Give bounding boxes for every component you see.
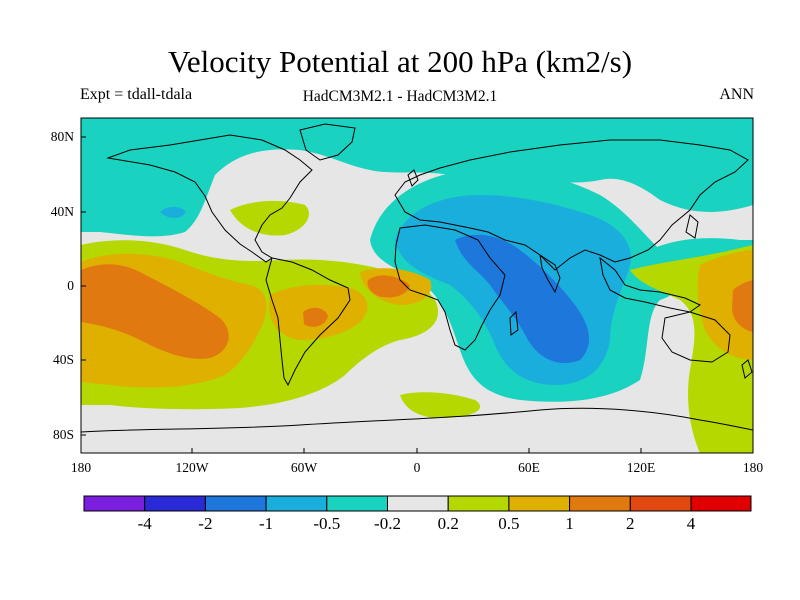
positive-region-north-atlantic	[230, 200, 309, 236]
x-tick-label: 60W	[290, 460, 318, 475]
negative-region-south-pacific	[81, 418, 420, 453]
x-tick-label: 0	[413, 460, 421, 475]
y-tick-label: 0	[67, 278, 74, 293]
colorbar-label: -1	[259, 514, 274, 533]
coast-south-america	[265, 257, 351, 387]
coastlines	[81, 123, 753, 433]
colorbar-label: 4	[686, 514, 696, 533]
x-tick-label: 180	[742, 460, 764, 475]
coast-madagascar	[509, 310, 519, 336]
coast-australia	[661, 311, 731, 363]
positive-strong-south-pacific	[81, 264, 229, 359]
colorbar-bin	[326, 495, 388, 512]
x-tick-label: 60E	[518, 460, 540, 475]
model-label: HadCM3M2.1 - HadCM3M2.1	[302, 88, 498, 105]
colorbar-bin	[629, 495, 692, 512]
coast-europe-asia	[394, 139, 749, 271]
coast-uk	[407, 169, 419, 187]
y-tick-label: 80N	[50, 129, 74, 144]
y-tick-label: 40S	[52, 352, 74, 367]
y-tick-label: 40N	[50, 204, 74, 219]
colorbar-label: 2	[626, 514, 635, 533]
season-label: ANN	[719, 86, 754, 103]
coast-new-zealand	[741, 359, 753, 379]
x-tick-label: 120W	[175, 460, 209, 475]
negative-mid-atlantic	[160, 206, 186, 218]
colorbar-label: 1	[565, 514, 574, 533]
colorbar-bin	[569, 495, 631, 512]
colorbar-label: -0.5	[313, 514, 341, 533]
colorbar-label: -0.2	[374, 514, 401, 533]
positive-strong-atlantic	[367, 275, 410, 298]
colorbar	[83, 495, 752, 512]
coast-india	[539, 253, 561, 294]
colorbar-bin	[447, 495, 510, 512]
map-area	[81, 118, 753, 453]
colorbar-bin	[144, 495, 206, 512]
colorbar-label: -2	[198, 514, 213, 533]
positive-region-south-indian	[400, 392, 481, 418]
x-tick-label: 180	[70, 460, 92, 475]
coast-greenland	[299, 123, 356, 161]
map-ticks	[81, 136, 642, 453]
colorbar-bin	[508, 495, 571, 512]
coast-antarctica	[81, 407, 753, 433]
negative-region-north	[81, 118, 753, 237]
colorbar-bin	[204, 495, 267, 512]
colorbar-bin	[265, 495, 328, 512]
negative-strong-indian-ocean	[455, 234, 590, 364]
positive-strong-west-pacific	[732, 280, 753, 332]
colorbar-label: -4	[137, 514, 152, 533]
colorbar-bin	[690, 495, 752, 512]
colorbar-bin	[83, 495, 146, 512]
positive-mid-west-pacific	[697, 250, 753, 360]
colorbar-label: 0.5	[498, 514, 520, 533]
coast-north-america	[106, 134, 313, 263]
experiment-label: Expt = tdall-tdala	[80, 86, 193, 103]
colorbar-label: 0.2	[437, 514, 459, 533]
y-tick-label: 80S	[52, 427, 74, 442]
x-tick-label: 120E	[626, 460, 656, 475]
coast-southeast-asia	[599, 256, 701, 313]
colorbar-bin	[387, 495, 449, 512]
map-title: Velocity Potential at 200 hPa (km2/s)	[167, 44, 633, 79]
coast-japan	[685, 214, 699, 239]
coast-africa	[394, 224, 506, 351]
positive-strong-south-america	[303, 307, 328, 327]
